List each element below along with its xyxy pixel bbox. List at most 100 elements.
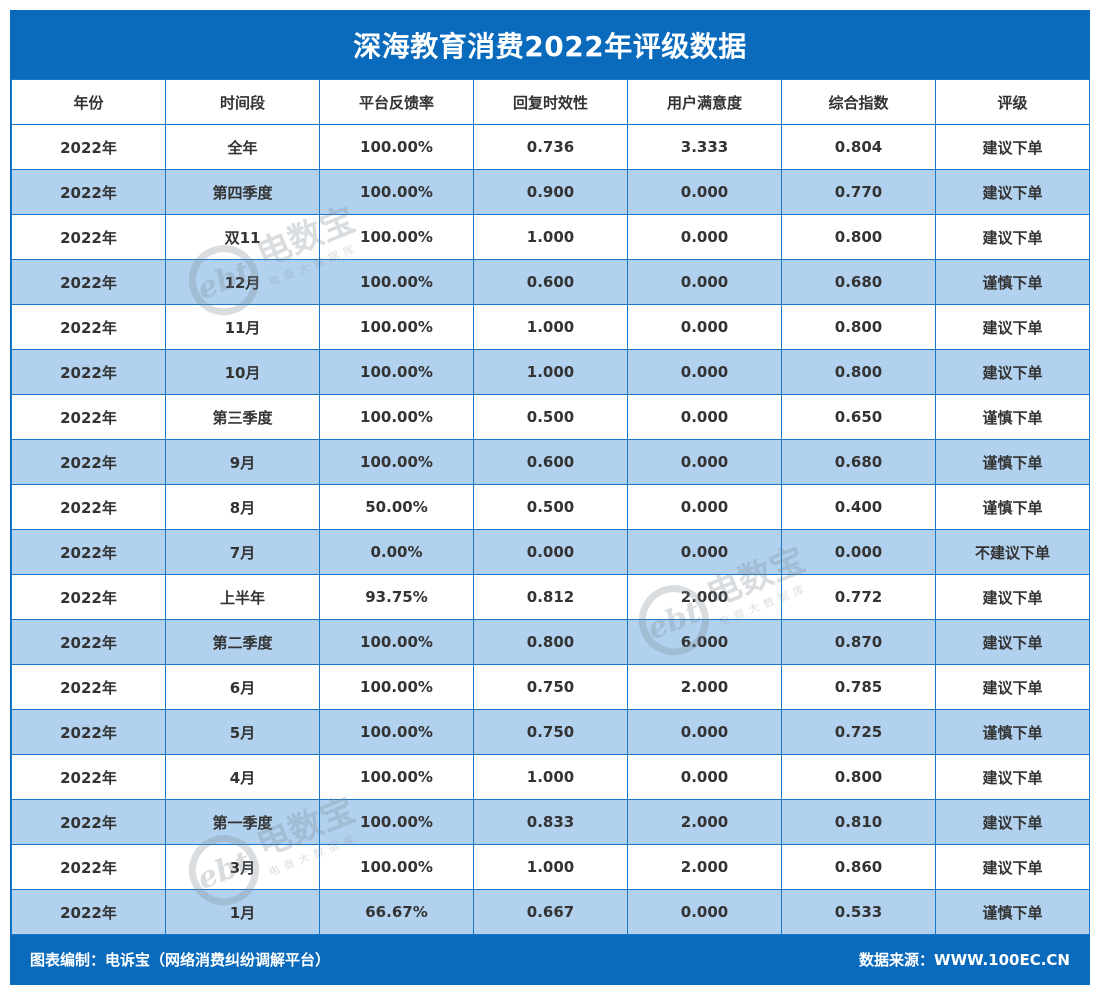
table-cell: 0.000 xyxy=(473,529,628,575)
report-frame: 深海教育消费2022年评级数据 年份 时间段 平台反馈率 回复时效性 用户满意度 综合指数… xyxy=(10,10,1090,985)
table-cell: 建议下单 xyxy=(935,349,1090,395)
footer-source: 数据来源：WWW.100EC.CN xyxy=(859,951,1070,969)
table-cell: 100.00% xyxy=(319,259,474,305)
table-cell: 谨慎下单 xyxy=(935,259,1090,305)
table-cell: 0.000 xyxy=(627,754,782,800)
table-cell: 建议下单 xyxy=(935,844,1090,890)
table-cell: 谨慎下单 xyxy=(935,709,1090,755)
table-row: 2022年 1月 66.67% 0.667 0.000 0.533 谨慎下单 xyxy=(11,889,1090,935)
table-cell: 0.800 xyxy=(781,754,936,800)
table-cell: 1.000 xyxy=(473,754,628,800)
table-cell: 0.000 xyxy=(627,304,782,350)
table-cell: 100.00% xyxy=(319,214,474,260)
table-cell: 建议下单 xyxy=(935,619,1090,665)
table-row: 2022年 双11 100.00% 1.000 0.000 0.800 建议下单 xyxy=(11,214,1090,260)
table-cell: 0.800 xyxy=(781,349,936,395)
footer-credit: 图表编制：电诉宝（网络消费纠纷调解平台） xyxy=(30,951,331,969)
table-cell: 8月 xyxy=(165,484,320,530)
table-cell: 0.650 xyxy=(781,394,936,440)
table-cell: 0.600 xyxy=(473,259,628,305)
column-header: 回复时效性 xyxy=(473,79,628,125)
table-cell: 66.67% xyxy=(319,889,474,935)
table-cell: 0.533 xyxy=(781,889,936,935)
table-cell: 建议下单 xyxy=(935,169,1090,215)
table-cell: 100.00% xyxy=(319,304,474,350)
table-cell: 100.00% xyxy=(319,754,474,800)
table-cell: 100.00% xyxy=(319,799,474,845)
table-row: 2022年 第四季度 100.00% 0.900 0.000 0.770 建议下单 xyxy=(11,169,1090,215)
table-cell: 2022年 xyxy=(11,169,166,215)
table-cell: 0.000 xyxy=(627,214,782,260)
table-cell: 谨慎下单 xyxy=(935,484,1090,530)
table-cell: 100.00% xyxy=(319,394,474,440)
column-header: 综合指数 xyxy=(781,79,936,125)
table-cell: 0.833 xyxy=(473,799,628,845)
table-cell: 0.772 xyxy=(781,574,936,620)
table-cell: 2022年 xyxy=(11,214,166,260)
table-cell: 谨慎下单 xyxy=(935,889,1090,935)
table-cell: 2022年 xyxy=(11,754,166,800)
table-cell: 0.812 xyxy=(473,574,628,620)
table-cell: 6月 xyxy=(165,664,320,710)
table-cell: 2022年 xyxy=(11,349,166,395)
table-row: 2022年 7月 0.00% 0.000 0.000 0.000 不建议下单 xyxy=(11,529,1090,575)
table-cell: 2.000 xyxy=(627,574,782,620)
table-cell: 2.000 xyxy=(627,664,782,710)
table-cell: 建议下单 xyxy=(935,754,1090,800)
table-row: 2022年 8月 50.00% 0.500 0.000 0.400 谨慎下单 xyxy=(11,484,1090,530)
table-cell: 0.000 xyxy=(627,169,782,215)
table-cell: 0.680 xyxy=(781,259,936,305)
table-cell: 3月 xyxy=(165,844,320,890)
table-cell: 0.400 xyxy=(781,484,936,530)
table-container: 年份 时间段 平台反馈率 回复时效性 用户满意度 综合指数 评级 2022年 全年 100.00… xyxy=(11,79,1090,935)
table-cell: 0.00% xyxy=(319,529,474,575)
table-cell: 2022年 xyxy=(11,844,166,890)
table-cell: 3.333 xyxy=(627,124,782,170)
table-cell: 0.870 xyxy=(781,619,936,665)
column-header: 用户满意度 xyxy=(627,79,782,125)
table-cell: 0.500 xyxy=(473,394,628,440)
page-title: 深海教育消费2022年评级数据 xyxy=(353,29,747,63)
table-cell: 谨慎下单 xyxy=(935,394,1090,440)
table-cell: 100.00% xyxy=(319,844,474,890)
table-cell: 2.000 xyxy=(627,844,782,890)
table-cell: 100.00% xyxy=(319,124,474,170)
table-cell: 5月 xyxy=(165,709,320,755)
column-header: 年份 xyxy=(11,79,166,125)
table-cell: 双11 xyxy=(165,214,320,260)
table-cell: 2.000 xyxy=(627,799,782,845)
table-cell: 1.000 xyxy=(473,844,628,890)
table-cell: 1.000 xyxy=(473,304,628,350)
table-cell: 0.000 xyxy=(627,394,782,440)
table-row: 2022年 6月 100.00% 0.750 2.000 0.785 建议下单 xyxy=(11,664,1090,710)
table-cell: 0.900 xyxy=(473,169,628,215)
table-cell: 11月 xyxy=(165,304,320,350)
table-cell: 2022年 xyxy=(11,124,166,170)
table-cell: 100.00% xyxy=(319,169,474,215)
table-row: 2022年 第一季度 100.00% 0.833 2.000 0.810 建议下单 xyxy=(11,799,1090,845)
table-cell: 93.75% xyxy=(319,574,474,620)
table-cell: 9月 xyxy=(165,439,320,485)
table-header-row: 年份 时间段 平台反馈率 回复时效性 用户满意度 综合指数 评级 xyxy=(11,79,1090,125)
table-cell: 0.000 xyxy=(627,349,782,395)
table-cell: 0.000 xyxy=(781,529,936,575)
footer: 图表编制：电诉宝（网络消费纠纷调解平台） 数据来源：WWW.100EC.CN xyxy=(10,934,1090,985)
column-header: 平台反馈率 xyxy=(319,79,474,125)
table-cell: 0.804 xyxy=(781,124,936,170)
table-cell: 100.00% xyxy=(319,664,474,710)
table-cell: 0.860 xyxy=(781,844,936,890)
column-header: 评级 xyxy=(935,79,1090,125)
table-row: 2022年 第二季度 100.00% 0.800 6.000 0.870 建议下单 xyxy=(11,619,1090,665)
table-row: 2022年 12月 100.00% 0.600 0.000 0.680 谨慎下单 xyxy=(11,259,1090,305)
table-row: 2022年 全年 100.00% 0.736 3.333 0.804 建议下单 xyxy=(11,124,1090,170)
table-cell: 0.725 xyxy=(781,709,936,755)
table-cell: 0.800 xyxy=(781,214,936,260)
table-cell: 1.000 xyxy=(473,214,628,260)
table-cell: 50.00% xyxy=(319,484,474,530)
table-cell: 第三季度 xyxy=(165,394,320,440)
table-cell: 0.736 xyxy=(473,124,628,170)
table-cell: 第四季度 xyxy=(165,169,320,215)
table-cell: 0.680 xyxy=(781,439,936,485)
table-cell: 2022年 xyxy=(11,484,166,530)
table-cell: 2022年 xyxy=(11,439,166,485)
